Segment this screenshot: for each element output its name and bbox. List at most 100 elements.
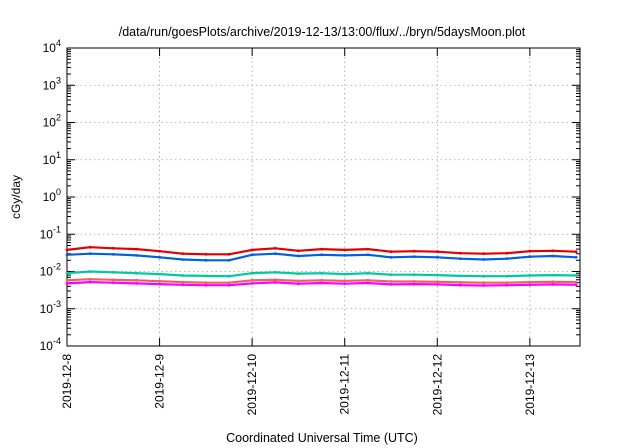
series-5-point (320, 281, 323, 285)
y-tick-label: 104 (43, 38, 61, 55)
series-5-point (551, 283, 555, 286)
series-1-point (343, 248, 347, 252)
series-4-point (551, 280, 555, 284)
series-1-point (366, 247, 370, 251)
series-5-point (273, 281, 277, 284)
series-3-point (88, 270, 92, 273)
series-4-point (65, 278, 69, 282)
series-1-point (505, 251, 509, 255)
series-5-point (65, 282, 69, 285)
series-3-point (366, 271, 370, 275)
series-3-point (250, 271, 254, 275)
x-tick-label: 2019-12-11 (338, 354, 352, 415)
x-tick-label: 2019-12-12 (430, 354, 444, 416)
axis-ticks (66, 47, 580, 347)
series-2-point (111, 252, 115, 256)
series-2-point (528, 255, 532, 259)
y-tick-label: 10-3 (40, 299, 61, 316)
series-4-point (505, 281, 509, 285)
series-4-point (88, 277, 92, 281)
series-1-point (227, 252, 231, 256)
series-3-point (204, 274, 208, 278)
series-4-point (343, 279, 347, 283)
x-tick-labels: 2019-12-8 2019-12-9 2019-12-10 2019-12-11 20… (60, 354, 537, 416)
series-2-point (551, 254, 555, 258)
series-2-point (459, 257, 462, 261)
y-tick-label: 103 (43, 75, 61, 92)
series-3-point (227, 274, 231, 278)
series-3-point (435, 273, 439, 277)
series-2-point (297, 254, 300, 258)
series-2-point (181, 258, 185, 261)
series-2-point (505, 257, 509, 261)
series-2-point (250, 253, 254, 257)
series-4-point (435, 280, 439, 284)
series-5-point (227, 283, 231, 287)
series-4-point (273, 278, 277, 282)
series-4-point (250, 278, 254, 282)
series-2-point (574, 255, 578, 259)
series-2-point (273, 252, 277, 256)
series-4-point (111, 278, 115, 282)
series-1-point (250, 248, 254, 252)
series-1-point (389, 250, 393, 254)
series-5-point (505, 283, 509, 287)
series-5-point (389, 283, 393, 286)
series-4-point (297, 279, 300, 283)
series-5-point (574, 283, 578, 287)
series-1-point (528, 249, 532, 253)
series-2-point (435, 255, 439, 259)
series-4-point (482, 281, 485, 285)
series-5-point (343, 282, 347, 286)
series-1-point (181, 252, 185, 256)
x-tick-label: 2019-12-13 (523, 354, 537, 416)
series-4-point (412, 280, 416, 283)
series-5-point (250, 282, 254, 285)
series-2-point (158, 255, 162, 259)
series-5-point (181, 283, 185, 287)
series-4-point (389, 280, 393, 283)
series-2-point (482, 258, 485, 261)
series-2-point (412, 255, 416, 259)
series-5-point (204, 283, 208, 287)
y-axis-label: cGy/day (9, 175, 23, 219)
series-1-point (320, 247, 323, 251)
series-2-point (389, 255, 393, 259)
series-group (65, 245, 578, 287)
series-1-point (435, 250, 439, 254)
series-3-point (135, 271, 138, 275)
series-1-point (574, 250, 578, 254)
series-2-point (204, 258, 208, 262)
series-3-point (320, 271, 323, 275)
series-5-point (111, 281, 115, 285)
series-3-point (551, 273, 555, 277)
series-1-point (273, 246, 277, 250)
y-tick-label: 102 (43, 113, 61, 130)
series-2-point (320, 253, 323, 257)
series-3-point (273, 270, 277, 274)
series-1-point (135, 247, 138, 251)
series-1-point (551, 249, 555, 253)
series-5-point (297, 282, 300, 286)
series-3-point (505, 274, 509, 278)
y-tick-label: 101 (43, 150, 61, 167)
series-4-point (227, 281, 231, 285)
series-3-point (389, 273, 393, 277)
x-axis-label: Coordinated Universal Time (UTC) (226, 431, 418, 445)
x-tick-label: 2019-12-9 (153, 354, 167, 409)
series-1-point (297, 249, 300, 253)
series-5-point (528, 283, 532, 287)
series-1-point (459, 251, 462, 255)
series-4-point (574, 280, 578, 284)
series-2-point (65, 253, 69, 257)
y-tick-labels: 104 103 102 101 100 10-1 10-2 10-3 10-4 (40, 38, 61, 353)
series-2-point (135, 254, 138, 257)
series-3-point (158, 272, 162, 276)
y-tick-label: 10-2 (40, 262, 61, 279)
series-3-point (459, 274, 462, 278)
series-4-point (366, 278, 370, 282)
series-3-point (111, 270, 115, 274)
series-1-point (88, 245, 92, 249)
y-tick-label: 10-1 (40, 224, 61, 241)
